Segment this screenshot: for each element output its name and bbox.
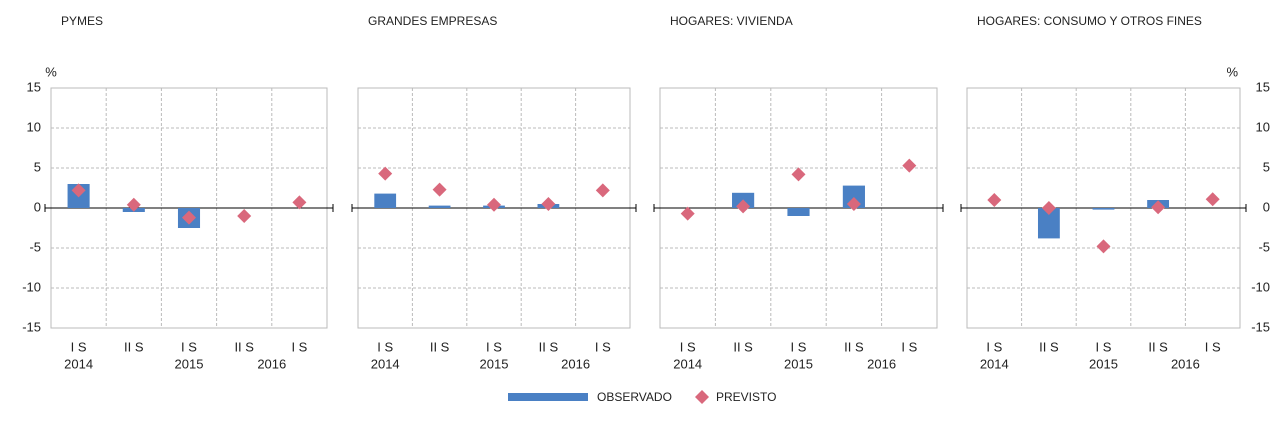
group-label: 2016 bbox=[561, 356, 590, 371]
x-tick-label: I S bbox=[595, 339, 611, 354]
y-tick-label: 15 bbox=[1256, 79, 1270, 94]
x-tick-label: II S bbox=[124, 339, 144, 354]
y-tick-label: 0 bbox=[1263, 199, 1270, 214]
legend-label: OBSERVADO bbox=[597, 390, 672, 404]
y-tick-label: -5 bbox=[29, 239, 41, 254]
group-label: 2015 bbox=[480, 356, 509, 371]
group-label: 2015 bbox=[175, 356, 204, 371]
diamond bbox=[680, 206, 695, 221]
y-tick-label: 0 bbox=[34, 199, 41, 214]
legend-label: PREVISTO bbox=[716, 390, 776, 404]
diamond bbox=[432, 182, 447, 197]
diamond bbox=[1041, 201, 1056, 215]
diamond bbox=[292, 195, 307, 210]
diamond bbox=[487, 197, 501, 212]
group-label: 2015 bbox=[784, 356, 813, 371]
diamond bbox=[541, 197, 556, 211]
y-tick-label: 5 bbox=[34, 159, 41, 174]
diamond bbox=[1096, 239, 1111, 254]
legend-swatch bbox=[695, 390, 709, 404]
diamond bbox=[595, 183, 610, 198]
y-tick-label: 10 bbox=[1256, 119, 1270, 134]
x-tick-label: I S bbox=[71, 339, 87, 354]
group-label: 2014 bbox=[64, 356, 93, 371]
x-tick-label: I S bbox=[680, 339, 696, 354]
group-label: 2014 bbox=[371, 356, 400, 371]
x-tick-label: I S bbox=[377, 339, 393, 354]
bar bbox=[787, 208, 810, 216]
y-tick-label: 5 bbox=[1263, 159, 1270, 174]
y-tick-label: -15 bbox=[1251, 319, 1270, 334]
diamond bbox=[987, 193, 1002, 207]
diamond bbox=[237, 209, 252, 223]
x-tick-label: I S bbox=[1205, 339, 1221, 354]
group-label: 2016 bbox=[257, 356, 286, 371]
chart-title: HOGARES: VIVIENDA bbox=[670, 14, 793, 28]
group-label: 2015 bbox=[1089, 356, 1118, 371]
group-label: 2016 bbox=[1171, 356, 1200, 371]
group-label: 2016 bbox=[867, 356, 896, 371]
diamond bbox=[1151, 200, 1166, 215]
diamond bbox=[378, 166, 393, 181]
bar bbox=[374, 193, 397, 208]
chart-title: PYMES bbox=[61, 14, 103, 28]
diamond bbox=[182, 210, 196, 225]
chart-title: HOGARES: CONSUMO Y OTROS FINES bbox=[977, 14, 1202, 28]
y-tick-label: -15 bbox=[22, 319, 41, 334]
chart-title: GRANDES EMPRESAS bbox=[368, 14, 497, 28]
y-axis-label: % bbox=[45, 64, 57, 79]
x-tick-label: I S bbox=[986, 339, 1002, 354]
diamond bbox=[791, 167, 806, 182]
bar bbox=[1092, 208, 1115, 210]
bar bbox=[428, 205, 451, 208]
x-tick-label: II S bbox=[733, 339, 753, 354]
y-tick-label: 10 bbox=[27, 119, 41, 134]
x-tick-label: II S bbox=[1039, 339, 1059, 354]
x-tick-label: I S bbox=[901, 339, 917, 354]
x-tick-label: I S bbox=[791, 339, 807, 354]
bar bbox=[842, 185, 865, 208]
diamond bbox=[846, 197, 861, 211]
legend-swatch bbox=[508, 393, 588, 401]
x-tick-label: I S bbox=[291, 339, 307, 354]
x-tick-label: I S bbox=[486, 339, 502, 354]
diamond bbox=[902, 158, 917, 173]
bar bbox=[1037, 208, 1060, 239]
x-tick-label: I S bbox=[181, 339, 197, 354]
x-tick-label: II S bbox=[1148, 339, 1168, 354]
diamond bbox=[71, 183, 86, 198]
x-tick-label: II S bbox=[539, 339, 559, 354]
x-tick-label: II S bbox=[234, 339, 254, 354]
group-label: 2014 bbox=[980, 356, 1009, 371]
x-tick-label: I S bbox=[1096, 339, 1112, 354]
diamond bbox=[1205, 192, 1220, 207]
y-tick-label: -10 bbox=[22, 279, 41, 294]
x-tick-label: II S bbox=[430, 339, 450, 354]
x-tick-label: II S bbox=[844, 339, 864, 354]
diamond bbox=[736, 199, 751, 214]
y-axis-label: % bbox=[1226, 64, 1238, 79]
group-label: 2014 bbox=[673, 356, 702, 371]
y-tick-label: -5 bbox=[1258, 239, 1270, 254]
y-tick-label: -10 bbox=[1251, 279, 1270, 294]
y-tick-label: 15 bbox=[27, 79, 41, 94]
diamond bbox=[126, 197, 141, 212]
